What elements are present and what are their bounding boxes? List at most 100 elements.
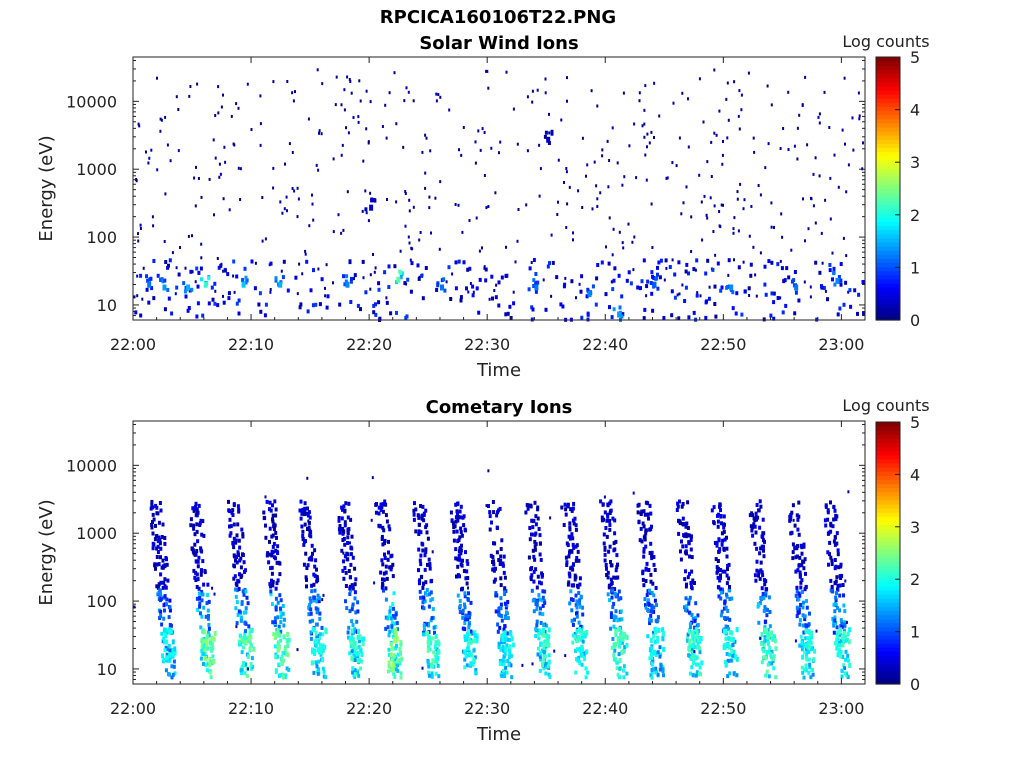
heatmap-cell [829,500,832,505]
heatmap-cell [284,162,286,166]
heatmap-cell [658,667,662,672]
heatmap-cell [650,130,653,134]
heatmap-cell [548,261,551,266]
heatmap-cell [541,595,545,600]
heatmap-cell [620,649,624,655]
heatmap-cell [274,586,278,591]
heatmap-cell [719,590,723,595]
heatmap-cell [471,293,475,298]
heatmap-cell [685,262,689,267]
heatmap-cell [613,643,617,649]
heatmap-cell [456,518,460,523]
heatmap-cell [687,145,690,149]
heatmap-cell [605,245,607,249]
heatmap-cell [325,305,329,310]
heatmap-cell [800,665,804,670]
heatmap-cell [296,292,299,296]
heatmap-cell [240,615,243,620]
heatmap-cell [809,285,812,289]
heatmap-cell [312,627,316,633]
heatmap-cell [662,631,666,637]
heatmap-cell [801,613,805,618]
heatmap-cell [462,523,466,528]
heatmap-cell [569,507,573,512]
heatmap-cell [512,290,515,294]
heatmap-cell [644,603,647,608]
heatmap-cell [770,201,773,205]
heatmap-cell [857,292,861,297]
heatmap-cell [455,502,459,507]
heatmap-cell [750,205,753,208]
heatmap-cell [148,156,151,160]
heatmap-cell [388,609,392,614]
heatmap-cell [390,628,394,633]
heatmap-cell [738,89,741,93]
heatmap-cell [423,627,426,632]
heatmap-cell [762,548,765,553]
heatmap-cell [680,539,683,544]
heatmap-cell [539,621,543,625]
heatmap-cell [506,311,510,316]
heatmap-cell [454,519,458,524]
heatmap-cell [769,313,773,318]
heatmap-cell [247,635,251,641]
heatmap-cell [709,196,712,200]
heatmap-cell [809,675,813,680]
heatmap-cell [627,222,630,226]
heatmap-cell [424,580,428,585]
heatmap-cell [728,630,732,636]
colorbar-segment [876,246,900,251]
heatmap-cell [832,539,836,544]
heatmap-cell [609,615,613,619]
heatmap-cell [273,620,277,624]
heatmap-cell [838,593,842,598]
heatmap-cell [340,231,343,235]
heatmap-cell [361,209,364,213]
heatmap-cell [263,516,267,521]
heatmap-cell [240,671,243,676]
heatmap-cell [671,161,674,165]
heatmap-cell [283,645,287,651]
heatmap-cell [724,662,728,667]
heatmap-cell [459,526,463,531]
heatmap-cell [198,523,202,527]
colorbar-segment [876,503,900,509]
heatmap-cell [800,640,804,646]
colorbar-segment [876,581,900,587]
heatmap-cell [795,554,799,559]
heatmap-cell [690,555,694,560]
heatmap-cell [834,598,838,603]
colorbar-segment [876,659,900,665]
heatmap-cell [241,589,245,594]
heatmap-cell [718,109,721,113]
heatmap-cell [501,669,505,674]
heatmap-cell [462,514,466,519]
heatmap-cell [677,531,681,536]
heatmap-cell [680,212,683,216]
heatmap-cell [725,592,728,597]
heatmap-cell [690,534,693,539]
heatmap-cell [508,304,512,309]
heatmap-cell [765,613,769,618]
heatmap-cell [844,142,846,146]
heatmap-cell [507,654,511,660]
heatmap-cell [541,612,545,617]
heatmap-cell [509,631,513,637]
heatmap-cell [356,609,360,614]
heatmap-cell [792,278,796,283]
heatmap-cell [625,671,629,676]
heatmap-cell [351,604,354,609]
heatmap-cell [651,581,655,586]
heatmap-cell [713,302,717,306]
colorbar-segment [876,602,900,607]
heatmap-cell [649,541,653,546]
heatmap-cell [287,637,291,643]
heatmap-cell [763,605,767,610]
x-tick-label: 22:30 [464,335,510,354]
colorbar-segment [876,93,900,99]
heatmap-cell [567,554,571,559]
heatmap-cell [681,283,684,287]
heatmap-cell [271,602,274,607]
heatmap-cell [638,91,641,95]
heatmap-cell [754,578,758,583]
